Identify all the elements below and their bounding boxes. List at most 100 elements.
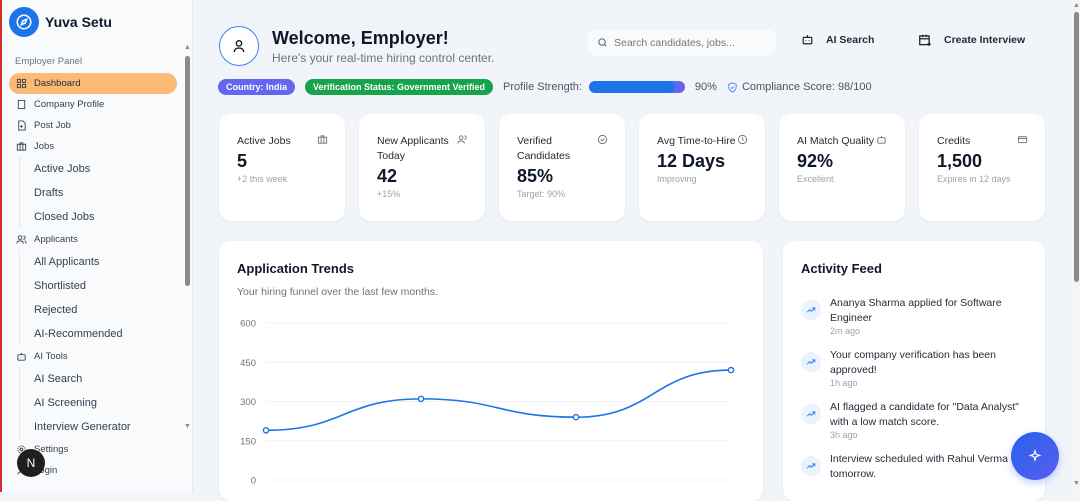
y-tick-label: 300 (240, 397, 256, 408)
activity-item[interactable]: Interview scheduled with Rahul Verma for… (801, 452, 1027, 482)
sidebar-item-label: Applicants (34, 234, 78, 245)
sidebar-item-ai-recommended[interactable]: AI-Recommended (34, 328, 123, 340)
users-icon (457, 135, 467, 144)
avatar[interactable] (219, 26, 259, 66)
y-tick-label: 600 (240, 319, 256, 330)
data-point[interactable] (727, 366, 735, 374)
check-circle-icon (597, 134, 608, 145)
activity-item[interactable]: Your company verification has been appro… (801, 348, 1027, 388)
profile-strength-value: 90% (694, 81, 717, 93)
stat-card: Active Jobs 5 +2 this week (219, 114, 345, 221)
calendar-plus-icon (919, 34, 931, 46)
compass-icon (9, 7, 39, 37)
sparkles-icon (1028, 449, 1042, 462)
compliance-score: Compliance Score: 98/100 (727, 81, 872, 93)
sidebar-item-dashboard[interactable]: Dashboard (9, 73, 177, 94)
activity-text: AI flagged a candidate for "Data Analyst… (830, 401, 1019, 428)
sidebar-item-ai-tools[interactable]: AI Tools (9, 346, 177, 367)
sidebar-item-label: Login (34, 465, 58, 476)
stat-label: Avg Time-to-Hire (657, 135, 736, 147)
scroll-up-icon[interactable]: ▲ (184, 44, 191, 51)
trending-up-icon (801, 456, 821, 476)
sidebar-item-label: Dashboard (34, 78, 81, 89)
sidebar-item-ai-screening[interactable]: AI Screening (34, 397, 97, 409)
activity-time: 3h ago (830, 430, 858, 440)
stat-card: New Applicants Today 42 +15% (359, 114, 485, 221)
scroll-up-icon[interactable]: ▲ (1073, 2, 1080, 9)
data-point[interactable] (262, 426, 270, 434)
main-scroll-thumb[interactable] (1074, 12, 1079, 282)
sidebar-item-drafts[interactable]: Drafts (34, 187, 64, 199)
create-interview-button[interactable]: Create Interview (918, 33, 1025, 47)
sidebar-nav: Dashboard Company Profile Post Job Jobs … (9, 73, 177, 481)
compliance-text: Compliance Score: 98/100 (741, 81, 872, 93)
activity-time: 2m ago (830, 326, 861, 336)
activity-time: 1h ago (830, 378, 858, 388)
profile-strength-fill (588, 81, 676, 93)
stat-value: 92% (797, 151, 834, 171)
ai-search-label: AI Search (826, 33, 875, 46)
trends-chart: 0 150 300 450 600 (240, 319, 735, 487)
building-icon (17, 99, 26, 110)
scroll-down-icon[interactable]: ▼ (184, 423, 191, 430)
sidebar-item-company-profile[interactable]: Company Profile (9, 94, 177, 115)
sidebar: Yuva Setu Employer Panel Dashboard Compa… (2, 0, 193, 492)
activity-feed-card: Activity Feed Ananya Sharma applied for … (783, 241, 1045, 501)
panel-label: Employer Panel (15, 56, 83, 67)
scroll-down-icon[interactable]: ▼ (1073, 480, 1080, 487)
page-subtitle: Here's your real-time hiring control cen… (272, 51, 495, 65)
trends-subtitle: Your hiring funnel over the last few mon… (237, 286, 438, 298)
sidebar-item-active-jobs[interactable]: Active Jobs (34, 163, 91, 175)
stat-note: Excellent (797, 174, 834, 184)
credit-card-icon (1017, 136, 1028, 144)
trending-up-icon (801, 352, 821, 372)
sidebar-item-applicants[interactable]: Applicants (9, 229, 177, 250)
search-box[interactable] (586, 28, 777, 57)
stat-card: Verified Candidates 85% Target: 90% (499, 114, 625, 221)
sidebar-scrollbar[interactable]: ▲ ▼ (184, 44, 192, 434)
briefcase-icon (317, 135, 328, 144)
search-icon (598, 38, 607, 47)
ai-search-button[interactable]: AI Search (801, 33, 874, 46)
brand[interactable]: Yuva Setu (9, 7, 112, 37)
sidebar-item-jobs[interactable]: Jobs (9, 136, 177, 157)
stat-card: AI Match Quality 92% Excellent (779, 114, 905, 221)
ai-assistant-button[interactable] (1011, 432, 1059, 480)
stat-label: AI Match Quality (797, 135, 875, 147)
sidebar-item-interview-generator[interactable]: Interview Generator (34, 421, 131, 433)
activity-text: Your company verification has been appro… (830, 349, 996, 376)
sidebar-item-ai-search[interactable]: AI Search (34, 373, 83, 385)
trends-title: Application Trends (237, 261, 355, 276)
sidebar-item-label: Company Profile (34, 99, 105, 110)
activity-item[interactable]: Ananya Sharma applied for Software Engin… (801, 296, 1027, 336)
main-scrollbar[interactable]: ▲ ▼ (1072, 0, 1080, 492)
data-point[interactable] (417, 395, 425, 403)
series-line (265, 369, 732, 432)
n-badge-button[interactable]: N (17, 449, 45, 477)
bot-icon (802, 35, 813, 45)
y-tick-label: 150 (240, 436, 256, 447)
sidebar-item-label: Settings (34, 444, 69, 455)
sidebar-item-rejected[interactable]: Rejected (34, 304, 78, 316)
stat-value: 1,500 (937, 151, 983, 171)
trending-up-icon (801, 404, 821, 424)
users-icon (16, 235, 27, 244)
stat-card: Credits 1,500 Expires in 12 days (919, 114, 1045, 221)
sidebar-item-post-job[interactable]: Post Job (9, 115, 177, 136)
activity-item[interactable]: AI flagged a candidate for "Data Analyst… (801, 400, 1027, 440)
verification-badge: Verification Status: Government Verified (305, 79, 494, 95)
sidebar-item-label: Jobs (34, 141, 55, 152)
sidebar-item-closed-jobs[interactable]: Closed Jobs (34, 211, 95, 223)
search-input[interactable] (614, 36, 774, 49)
data-point[interactable] (572, 413, 580, 421)
stat-value: 42 (377, 166, 398, 186)
sidebar-scroll-thumb[interactable] (185, 56, 190, 286)
sidebar-item-all-applicants[interactable]: All Applicants (34, 256, 100, 268)
y-tick-label: 450 (240, 358, 256, 369)
brand-name: Yuva Setu (45, 14, 112, 30)
stat-note: +2 this week (237, 174, 288, 184)
sidebar-item-shortlisted[interactable]: Shortlisted (34, 280, 86, 292)
ai-tools-submenu: AI Search AI Screening Interview Generat… (19, 367, 177, 439)
briefcase-icon (16, 142, 27, 151)
file-plus-icon (18, 120, 26, 131)
